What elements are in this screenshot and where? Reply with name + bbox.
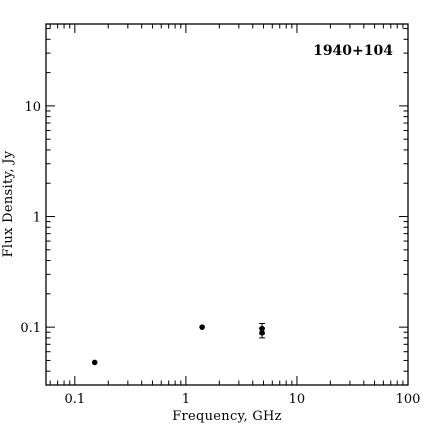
data-point bbox=[199, 324, 205, 330]
plot-frame bbox=[45, 23, 409, 386]
y-axis-label: Flux Density, Jy bbox=[1, 150, 16, 257]
x-tick-label: 10 bbox=[289, 392, 306, 407]
x-axis-label: Frequency, GHz bbox=[172, 409, 282, 424]
chart-title: 1940+104 bbox=[313, 43, 393, 59]
x-tick-label: 100 bbox=[396, 392, 421, 407]
x-tick-label: 0.1 bbox=[64, 392, 85, 407]
axis-ticks bbox=[46, 24, 409, 386]
y-tick-label: 1 bbox=[33, 211, 41, 226]
tick-labels: 0.1 1 10 100 0.1 1 10 bbox=[20, 100, 420, 407]
data-points bbox=[91, 322, 266, 366]
y-tick-label: 10 bbox=[24, 100, 41, 115]
x-tick-label: 1 bbox=[182, 392, 190, 407]
data-point bbox=[91, 359, 98, 366]
y-tick-label: 0.1 bbox=[20, 321, 41, 336]
data-point bbox=[259, 329, 265, 336]
